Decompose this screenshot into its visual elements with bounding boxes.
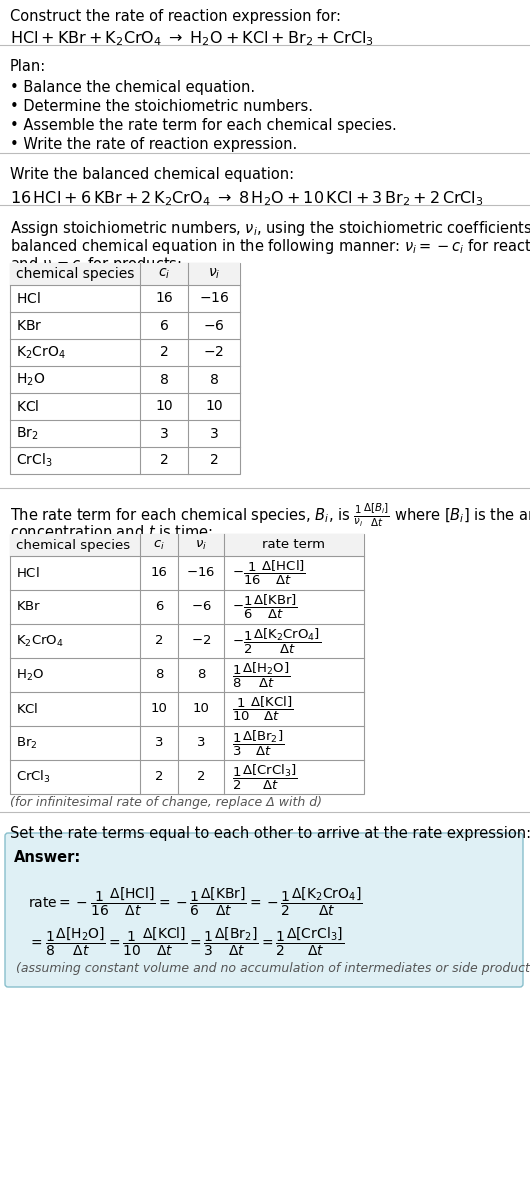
Text: 2: 2 bbox=[210, 454, 218, 467]
Text: $= \dfrac{1}{8}\dfrac{\Delta[\mathrm{H_2O}]}{\Delta t} = \dfrac{1}{10}\dfrac{\De: $= \dfrac{1}{8}\dfrac{\Delta[\mathrm{H_2… bbox=[28, 926, 344, 958]
Text: $\mathrm{CrCl_3}$: $\mathrm{CrCl_3}$ bbox=[16, 452, 52, 470]
Text: $\dfrac{1}{10}\dfrac{\Delta[\mathrm{KCl}]}{\Delta t}$: $\dfrac{1}{10}\dfrac{\Delta[\mathrm{KCl}… bbox=[232, 695, 294, 724]
Text: 10: 10 bbox=[155, 400, 173, 413]
Text: 10: 10 bbox=[205, 400, 223, 413]
Text: $\mathrm{H_2O}$: $\mathrm{H_2O}$ bbox=[16, 667, 44, 683]
Text: 8: 8 bbox=[197, 668, 205, 681]
Text: $\mathrm{16\,HCl + 6\,KBr + 2\,K_2CrO_4 \;\rightarrow\; 8\,H_2O + 10\,KCl + 3\,B: $\mathrm{16\,HCl + 6\,KBr + 2\,K_2CrO_4 … bbox=[10, 189, 484, 208]
Text: $\nu_i$: $\nu_i$ bbox=[195, 538, 207, 551]
Text: $-\dfrac{1}{16}\dfrac{\Delta[\mathrm{HCl}]}{\Delta t}$: $-\dfrac{1}{16}\dfrac{\Delta[\mathrm{HCl… bbox=[232, 559, 306, 588]
Text: Construct the rate of reaction expression for:: Construct the rate of reaction expressio… bbox=[10, 8, 341, 24]
Text: $\mathrm{rate} = -\dfrac{1}{16}\dfrac{\Delta[\mathrm{HCl}]}{\Delta t} = -\dfrac{: $\mathrm{rate} = -\dfrac{1}{16}\dfrac{\D… bbox=[28, 886, 363, 919]
Text: $-16$: $-16$ bbox=[187, 567, 216, 579]
Text: (assuming constant volume and no accumulation of intermediates or side products): (assuming constant volume and no accumul… bbox=[16, 962, 530, 975]
Text: 8: 8 bbox=[155, 668, 163, 681]
Text: $c_i$: $c_i$ bbox=[153, 538, 165, 551]
Text: (for infinitesimal rate of change, replace Δ with d): (for infinitesimal rate of change, repla… bbox=[10, 796, 322, 809]
Text: balanced chemical equation in the following manner: $\nu_i = -c_i$ for reactants: balanced chemical equation in the follow… bbox=[10, 237, 530, 256]
Text: $\dfrac{1}{8}\dfrac{\Delta[\mathrm{H_2O}]}{\Delta t}$: $\dfrac{1}{8}\dfrac{\Delta[\mathrm{H_2O}… bbox=[232, 660, 290, 690]
Text: $\mathrm{Br_2}$: $\mathrm{Br_2}$ bbox=[16, 425, 39, 442]
Text: 8: 8 bbox=[209, 372, 218, 386]
Text: $\mathrm{Br_2}$: $\mathrm{Br_2}$ bbox=[16, 736, 38, 750]
Text: Set the rate terms equal to each other to arrive at the rate expression:: Set the rate terms equal to each other t… bbox=[10, 826, 530, 842]
Text: concentration and $t$ is time:: concentration and $t$ is time: bbox=[10, 524, 213, 541]
Text: $\mathrm{KCl}$: $\mathrm{KCl}$ bbox=[16, 702, 39, 716]
Text: $-\dfrac{1}{6}\dfrac{\Delta[\mathrm{KBr}]}{\Delta t}$: $-\dfrac{1}{6}\dfrac{\Delta[\mathrm{KBr}… bbox=[232, 592, 298, 621]
Text: $\mathrm{CrCl_3}$: $\mathrm{CrCl_3}$ bbox=[16, 769, 51, 785]
Text: 3: 3 bbox=[155, 737, 163, 750]
Text: $-2$: $-2$ bbox=[204, 346, 225, 360]
Text: $\dfrac{1}{3}\dfrac{\Delta[\mathrm{Br_2}]}{\Delta t}$: $\dfrac{1}{3}\dfrac{\Delta[\mathrm{Br_2}… bbox=[232, 728, 285, 757]
Text: Write the balanced chemical equation:: Write the balanced chemical equation: bbox=[10, 167, 294, 182]
Text: $-2$: $-2$ bbox=[191, 635, 211, 648]
Text: $\mathrm{KBr}$: $\mathrm{KBr}$ bbox=[16, 319, 42, 332]
Text: • Assemble the rate term for each chemical species.: • Assemble the rate term for each chemic… bbox=[10, 118, 397, 132]
Text: 2: 2 bbox=[155, 635, 163, 648]
Text: chemical species: chemical species bbox=[16, 538, 130, 551]
Text: rate term: rate term bbox=[262, 538, 325, 551]
Text: 10: 10 bbox=[151, 702, 167, 715]
Text: 3: 3 bbox=[197, 737, 205, 750]
Text: 2: 2 bbox=[160, 346, 169, 360]
Text: 16: 16 bbox=[155, 291, 173, 306]
Text: Assign stoichiometric numbers, $\nu_i$, using the stoichiometric coefficients, $: Assign stoichiometric numbers, $\nu_i$, … bbox=[10, 219, 530, 238]
Text: $\mathrm{HCl + KBr + K_2CrO_4 \;\rightarrow\; H_2O + KCl + Br_2 + CrCl_3}$: $\mathrm{HCl + KBr + K_2CrO_4 \;\rightar… bbox=[10, 29, 374, 48]
Text: 2: 2 bbox=[197, 771, 205, 784]
Text: 16: 16 bbox=[151, 567, 167, 579]
Text: $\mathrm{HCl}$: $\mathrm{HCl}$ bbox=[16, 291, 41, 306]
Text: 2: 2 bbox=[155, 771, 163, 784]
Text: • Determine the stoichiometric numbers.: • Determine the stoichiometric numbers. bbox=[10, 99, 313, 114]
FancyBboxPatch shape bbox=[5, 833, 523, 987]
Text: $c_i$: $c_i$ bbox=[158, 267, 170, 282]
Text: Plan:: Plan: bbox=[10, 59, 46, 73]
Text: 3: 3 bbox=[160, 426, 169, 441]
Text: The rate term for each chemical species, $B_i$, is $\frac{1}{\nu_i}\frac{\Delta[: The rate term for each chemical species,… bbox=[10, 502, 530, 530]
Text: • Balance the chemical equation.: • Balance the chemical equation. bbox=[10, 79, 255, 95]
Text: $\nu_i$: $\nu_i$ bbox=[208, 267, 220, 282]
Text: 6: 6 bbox=[155, 601, 163, 614]
Text: $\mathrm{KCl}$: $\mathrm{KCl}$ bbox=[16, 399, 39, 414]
Text: and $\nu_i = c_i$ for products:: and $\nu_i = c_i$ for products: bbox=[10, 255, 182, 275]
Text: • Write the rate of reaction expression.: • Write the rate of reaction expression. bbox=[10, 137, 297, 152]
Bar bbox=[10, 262, 240, 285]
Text: 10: 10 bbox=[192, 702, 209, 715]
Text: 8: 8 bbox=[160, 372, 169, 386]
Text: $\mathrm{K_2CrO_4}$: $\mathrm{K_2CrO_4}$ bbox=[16, 633, 64, 649]
Text: $-\dfrac{1}{2}\dfrac{\Delta[\mathrm{K_2CrO_4}]}{\Delta t}$: $-\dfrac{1}{2}\dfrac{\Delta[\mathrm{K_2C… bbox=[232, 626, 321, 656]
Text: $-6$: $-6$ bbox=[203, 319, 225, 332]
Text: 2: 2 bbox=[160, 454, 169, 467]
Text: $-6$: $-6$ bbox=[191, 601, 211, 614]
Text: Answer:: Answer: bbox=[14, 850, 81, 864]
Text: 6: 6 bbox=[160, 319, 169, 332]
Bar bbox=[10, 535, 364, 793]
Text: $-16$: $-16$ bbox=[199, 291, 229, 306]
Text: $\mathrm{KBr}$: $\mathrm{KBr}$ bbox=[16, 601, 41, 614]
Text: 3: 3 bbox=[210, 426, 218, 441]
Text: $\mathrm{K_2CrO_4}$: $\mathrm{K_2CrO_4}$ bbox=[16, 344, 66, 361]
Bar bbox=[10, 535, 364, 556]
Bar bbox=[10, 262, 240, 474]
Text: $\dfrac{1}{2}\dfrac{\Delta[\mathrm{CrCl_3}]}{\Delta t}$: $\dfrac{1}{2}\dfrac{\Delta[\mathrm{CrCl_… bbox=[232, 762, 297, 791]
Text: $\mathrm{H_2O}$: $\mathrm{H_2O}$ bbox=[16, 371, 45, 388]
Text: chemical species: chemical species bbox=[16, 267, 135, 281]
Text: $\mathrm{HCl}$: $\mathrm{HCl}$ bbox=[16, 566, 40, 580]
